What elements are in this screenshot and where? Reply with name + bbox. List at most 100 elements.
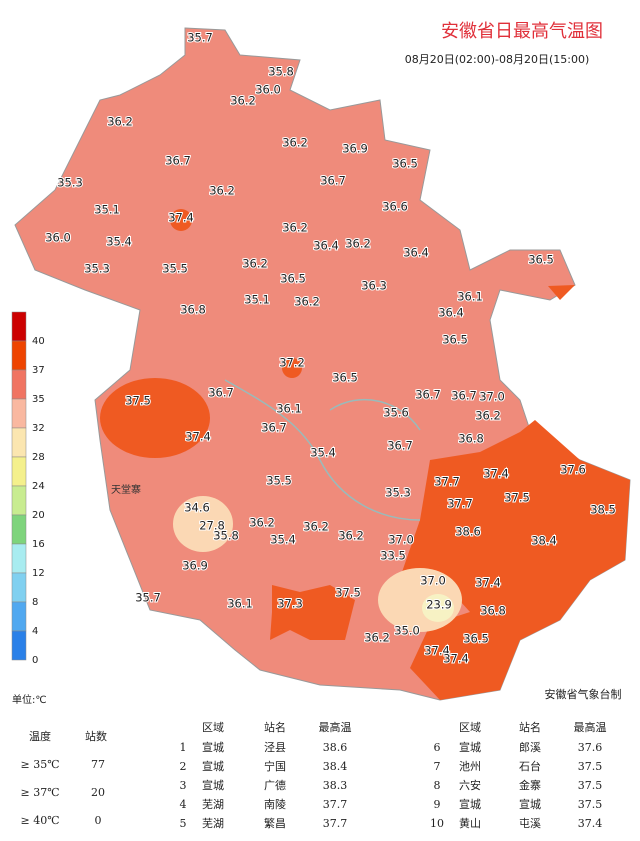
color-swatch — [11, 485, 27, 516]
station-value: 37.4 — [483, 467, 509, 481]
color-swatch — [11, 369, 27, 400]
legend-tick: 28 — [32, 452, 45, 463]
table-cell: 37.5 — [578, 779, 603, 792]
station-value: 36.8 — [458, 432, 484, 446]
table-cell: 广德 — [264, 778, 286, 792]
station-value: 35.4 — [270, 533, 296, 547]
table-header: 站名 — [519, 720, 541, 734]
station-value: 37.3 — [277, 597, 303, 611]
station-value: 37.5 — [504, 491, 530, 505]
station-value: 36.7 — [208, 386, 234, 400]
station-value: 36.5 — [280, 272, 306, 286]
table-cell: 2 — [180, 760, 187, 773]
station-value: 36.8 — [180, 303, 206, 317]
table-header: 区域 — [202, 721, 224, 734]
table-cell: 5 — [180, 817, 187, 830]
station-value: 36.5 — [392, 157, 418, 171]
credit: 安徽省气象台制 — [545, 687, 622, 701]
legend-tick: 16 — [32, 539, 45, 550]
table-cell: 宣城 — [519, 797, 541, 811]
station-value: 36.2 — [364, 631, 390, 645]
station-value: 35.5 — [266, 474, 292, 488]
table-cell: ≥ 35℃ — [20, 758, 59, 771]
station-value: 36.7 — [320, 174, 346, 188]
station-value: 36.7 — [415, 388, 441, 402]
color-swatch — [11, 427, 27, 458]
station-value: 34.6 — [184, 501, 210, 515]
table-cell: 宣城 — [202, 778, 224, 792]
station-value: 37.4 — [424, 644, 450, 658]
station-value: 37.0 — [479, 390, 505, 404]
table-cell: 芜湖 — [202, 797, 224, 811]
table-header: 最高温 — [574, 720, 607, 734]
legend-tick: 12 — [32, 568, 45, 579]
table-cell: 37.5 — [578, 798, 603, 811]
legend-tick: 8 — [32, 597, 38, 608]
table-cell: 郎溪 — [519, 740, 541, 754]
table-cell: 37.5 — [578, 760, 603, 773]
station-value: 33.5 — [380, 549, 406, 563]
legend-tick: 4 — [32, 626, 38, 637]
station-value: 35.4 — [106, 235, 132, 249]
station-value: 38.5 — [590, 503, 616, 517]
legend-tick: 32 — [32, 423, 45, 434]
table-cell: 37.6 — [578, 741, 603, 754]
station-value: 35.1 — [244, 293, 270, 307]
table-cell: 宁国 — [264, 759, 286, 773]
subtitle: 08月20日(02:00)-08月20日(15:00) — [405, 53, 590, 66]
color-swatch — [11, 514, 27, 545]
table-cell: 7 — [434, 760, 441, 773]
station-value: 36.1 — [227, 597, 253, 611]
station-value: 35.8 — [268, 65, 294, 79]
station-value: 37.4 — [475, 576, 501, 590]
cool-zone — [422, 594, 454, 622]
color-swatch — [11, 456, 27, 487]
table-cell: 38.3 — [323, 779, 348, 792]
station-value: 36.2 — [242, 257, 268, 271]
station-value: 36.1 — [457, 290, 483, 304]
station-value: 37.2 — [279, 356, 305, 370]
legend-tick: 24 — [32, 481, 45, 492]
station-value: 37.5 — [335, 586, 361, 600]
table-header: 区域 — [459, 721, 481, 734]
color-swatch — [11, 601, 27, 632]
station-value: 37.5 — [125, 394, 151, 408]
station-value: 35.7 — [187, 31, 213, 45]
table-cell: 石台 — [519, 759, 541, 773]
table-cell: 宣城 — [459, 740, 481, 754]
table-cell: 38.6 — [323, 741, 348, 754]
station-value: 35.0 — [394, 624, 420, 638]
station-value: 36.2 — [294, 295, 320, 309]
station-value: 36.3 — [361, 279, 387, 293]
station-value: 36.7 — [451, 389, 477, 403]
color-swatch — [11, 340, 27, 371]
station-value: 36.2 — [345, 237, 371, 251]
table-cell: 37.7 — [323, 798, 348, 811]
station-value: 37.7 — [447, 497, 473, 511]
station-value: 35.6 — [383, 406, 409, 420]
station-value: 38.6 — [455, 525, 481, 539]
station-value: 36.2 — [230, 94, 256, 108]
hot-zones — [100, 209, 630, 700]
station-value: 37.4 — [185, 430, 211, 444]
station-value: 36.2 — [475, 409, 501, 423]
table-cell: 六安 — [459, 778, 481, 792]
table-cell: 38.4 — [323, 760, 348, 773]
station-value: 36.2 — [303, 520, 329, 534]
table-cell: 0 — [95, 814, 102, 827]
table-cell: 3 — [180, 779, 187, 792]
station-value: 37.4 — [443, 652, 469, 666]
station-value: 36.2 — [209, 184, 235, 198]
stations: 35.735.836.036.236.236.2 36.936.7 36.535.3… — [44, 30, 617, 667]
color-swatch — [11, 543, 27, 574]
tables: 温度 站数 ≥ 35℃ 77 ≥ 37℃ 20 ≥ 40℃ 0 区域 站名 最高温 区域 站名 最高温 1 宣… — [20, 720, 606, 830]
station-value: 36.9 — [182, 559, 208, 573]
legend-tick: 35 — [32, 394, 45, 405]
station-value: 35.3 — [57, 176, 83, 190]
station-value: 36.6 — [382, 200, 408, 214]
station-value: 36.8 — [480, 604, 506, 618]
table-cell: 77 — [91, 758, 105, 771]
table-cell: ≥ 40℃ — [20, 814, 59, 827]
cool-zone — [173, 496, 233, 552]
legend-tick: 0 — [32, 655, 38, 666]
